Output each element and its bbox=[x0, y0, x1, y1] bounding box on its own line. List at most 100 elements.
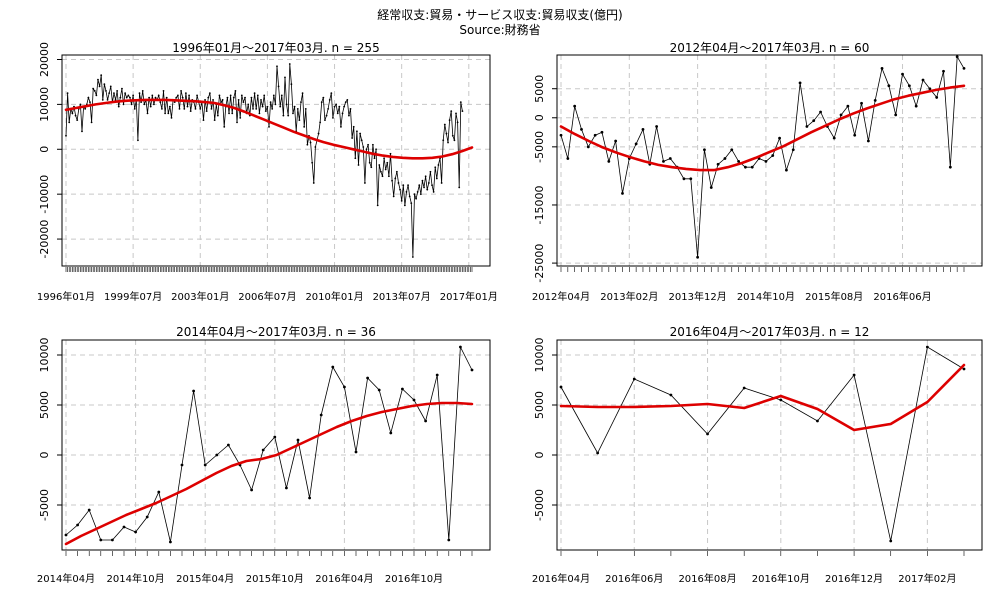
data-point bbox=[429, 170, 432, 173]
data-point bbox=[253, 92, 256, 95]
data-point bbox=[76, 523, 79, 527]
data-point bbox=[359, 132, 362, 135]
data-point bbox=[432, 191, 435, 193]
data-point bbox=[559, 133, 563, 137]
data-point bbox=[880, 66, 884, 70]
data-point bbox=[948, 165, 952, 169]
data-point bbox=[92, 87, 95, 90]
data-point bbox=[273, 435, 277, 439]
data-point bbox=[381, 175, 384, 178]
data-point bbox=[325, 114, 328, 117]
data-point bbox=[237, 98, 240, 101]
y-tick-label: 10000 bbox=[533, 338, 546, 373]
data-point bbox=[634, 142, 638, 146]
data-point bbox=[378, 164, 381, 166]
data-point bbox=[352, 125, 355, 128]
data-point bbox=[338, 105, 341, 108]
data-point bbox=[894, 113, 898, 117]
data-point bbox=[866, 139, 870, 143]
y-tick-label: -20000 bbox=[38, 220, 51, 259]
data-point bbox=[280, 94, 283, 97]
data-point bbox=[140, 101, 143, 104]
data-point bbox=[89, 101, 91, 104]
data-point bbox=[669, 393, 673, 397]
data-point bbox=[312, 182, 315, 184]
data-point bbox=[367, 143, 370, 146]
y-tick-label: 5000 bbox=[533, 75, 546, 103]
y-tick-label: 10000 bbox=[38, 338, 51, 373]
data-point bbox=[324, 119, 326, 121]
y-tick-label: 20000 bbox=[38, 42, 51, 77]
data-point bbox=[371, 143, 374, 146]
data-point bbox=[314, 146, 317, 148]
data-point bbox=[696, 255, 700, 259]
data-point bbox=[356, 130, 358, 133]
data-point bbox=[742, 386, 746, 390]
data-point bbox=[962, 66, 966, 70]
data-point bbox=[442, 139, 445, 142]
data-point bbox=[351, 137, 354, 139]
data-point bbox=[332, 116, 334, 119]
x-tick-label: 2006年07月 bbox=[238, 290, 296, 303]
data-point bbox=[167, 112, 170, 115]
data-point bbox=[839, 113, 843, 117]
data-point bbox=[365, 148, 368, 151]
y-tick-label: 0 bbox=[38, 452, 51, 459]
x-tick-label: 2013年02月 bbox=[600, 290, 658, 303]
data-point bbox=[87, 508, 91, 512]
data-point bbox=[277, 85, 280, 88]
data-point bbox=[443, 123, 446, 126]
data-point bbox=[379, 170, 382, 173]
data-point bbox=[221, 98, 224, 101]
data-point bbox=[607, 159, 611, 163]
data-point bbox=[450, 110, 453, 113]
data-point bbox=[416, 191, 419, 193]
data-point bbox=[413, 193, 416, 196]
data-point bbox=[113, 92, 115, 95]
data-point bbox=[423, 186, 425, 189]
data-point bbox=[461, 110, 464, 113]
data-point bbox=[134, 530, 138, 534]
data-point bbox=[360, 139, 363, 142]
data-point bbox=[285, 103, 288, 106]
data-point bbox=[226, 96, 229, 99]
x-tick-label: 2016年08月 bbox=[678, 572, 736, 585]
data-point bbox=[860, 101, 863, 105]
x-tick-label: 2015年08月 bbox=[805, 290, 863, 303]
data-point bbox=[596, 451, 600, 455]
data-point bbox=[832, 136, 836, 140]
data-point bbox=[210, 107, 213, 110]
data-point bbox=[103, 83, 106, 86]
data-point bbox=[122, 103, 125, 106]
data-point bbox=[322, 96, 325, 99]
data-point bbox=[106, 98, 109, 101]
chart-title: 2016年04月～2017年03月. n = 12 bbox=[670, 325, 870, 339]
data-point bbox=[377, 388, 381, 392]
data-point bbox=[66, 92, 69, 95]
data-point bbox=[317, 132, 320, 135]
data-point bbox=[389, 431, 393, 435]
data-point bbox=[258, 112, 261, 115]
data-series-line bbox=[560, 346, 965, 542]
data-point bbox=[207, 96, 210, 99]
data-point bbox=[271, 107, 274, 110]
data-point bbox=[244, 96, 246, 99]
data-point bbox=[319, 121, 322, 124]
chart-panel-1: 1996年01月～2017年03月. n = 255 -20000 -10000 0 1… bbox=[37, 41, 498, 303]
data-point bbox=[122, 525, 126, 529]
data-point bbox=[161, 107, 163, 110]
data-point bbox=[208, 92, 211, 95]
data-point bbox=[263, 94, 266, 97]
data-point bbox=[375, 148, 377, 151]
data-point bbox=[108, 92, 111, 95]
data-point bbox=[470, 368, 474, 372]
data-point bbox=[424, 175, 427, 178]
data-point bbox=[284, 76, 286, 79]
data-point bbox=[232, 96, 235, 99]
data-point bbox=[791, 148, 795, 152]
data-point bbox=[81, 130, 83, 133]
data-point bbox=[384, 168, 387, 171]
y-tick-label: 5000 bbox=[533, 391, 546, 419]
y-tick-label: 10000 bbox=[38, 87, 51, 122]
data-point bbox=[68, 121, 71, 124]
